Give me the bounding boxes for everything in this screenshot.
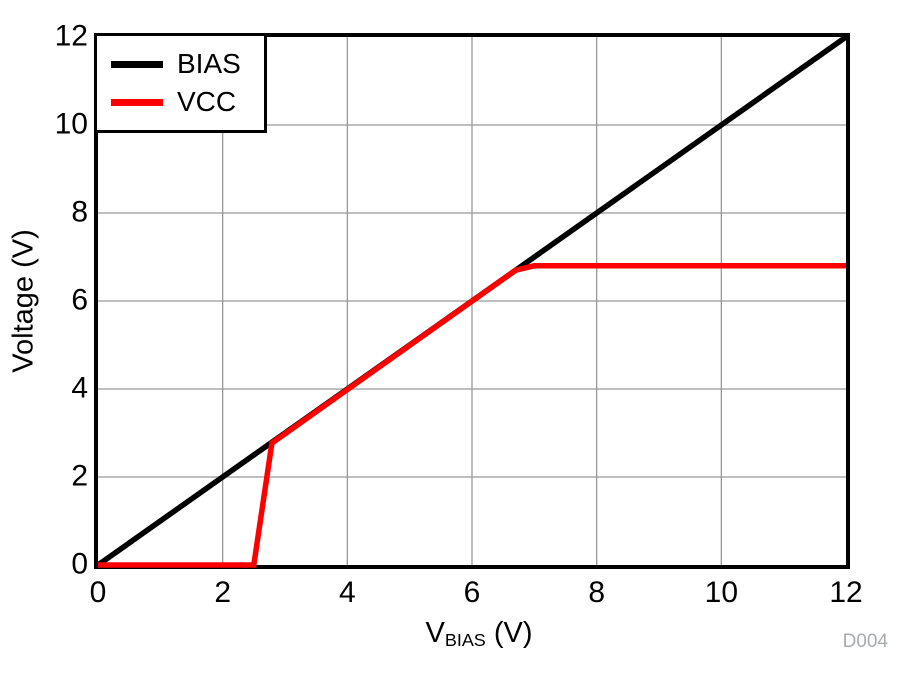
y-tick-label: 2 [71, 459, 88, 493]
x-tick-label: 6 [463, 576, 481, 609]
x-tick-label: 10 [704, 576, 739, 609]
plot-canvas [96, 34, 848, 568]
legend: BIAS VCC [94, 33, 267, 133]
x-axis-title-subscript: BIAS [444, 629, 486, 650]
x-axis-title-unit: (V) [485, 617, 533, 649]
y-tick-label: 4 [71, 371, 88, 405]
x-tick-label: 4 [338, 576, 356, 609]
x-tick-label: 8 [588, 576, 605, 609]
x-axis-title-symbol: V [425, 617, 445, 649]
y-tick-label: 10 [54, 107, 88, 141]
y-axis-title: Voltage (V) [7, 229, 40, 373]
legend-label-vcc: VCC [177, 86, 237, 117]
vcc-line [98, 263, 846, 568]
vcc-line-swatch [111, 98, 163, 106]
x-axis-title: VBIAS (V) [425, 617, 532, 651]
y-tick-label: 8 [71, 195, 88, 229]
y-tick-label: 12 [54, 19, 88, 53]
x-tick-label: 2 [214, 576, 231, 609]
y-tick-label: 0 [71, 547, 88, 581]
x-tick-label: 12 [829, 576, 863, 609]
plot-area: BIAS VCC [94, 33, 850, 569]
y-tick-label: 6 [71, 283, 88, 317]
x-tick-label: 0 [89, 576, 107, 609]
legend-label-bias: BIAS [177, 48, 241, 79]
legend-item-bias: BIAS [111, 50, 264, 79]
legend-item-vcc: VCC [111, 88, 264, 117]
bias-line-swatch [111, 60, 163, 68]
figure-id-watermark: D004 [842, 631, 888, 652]
